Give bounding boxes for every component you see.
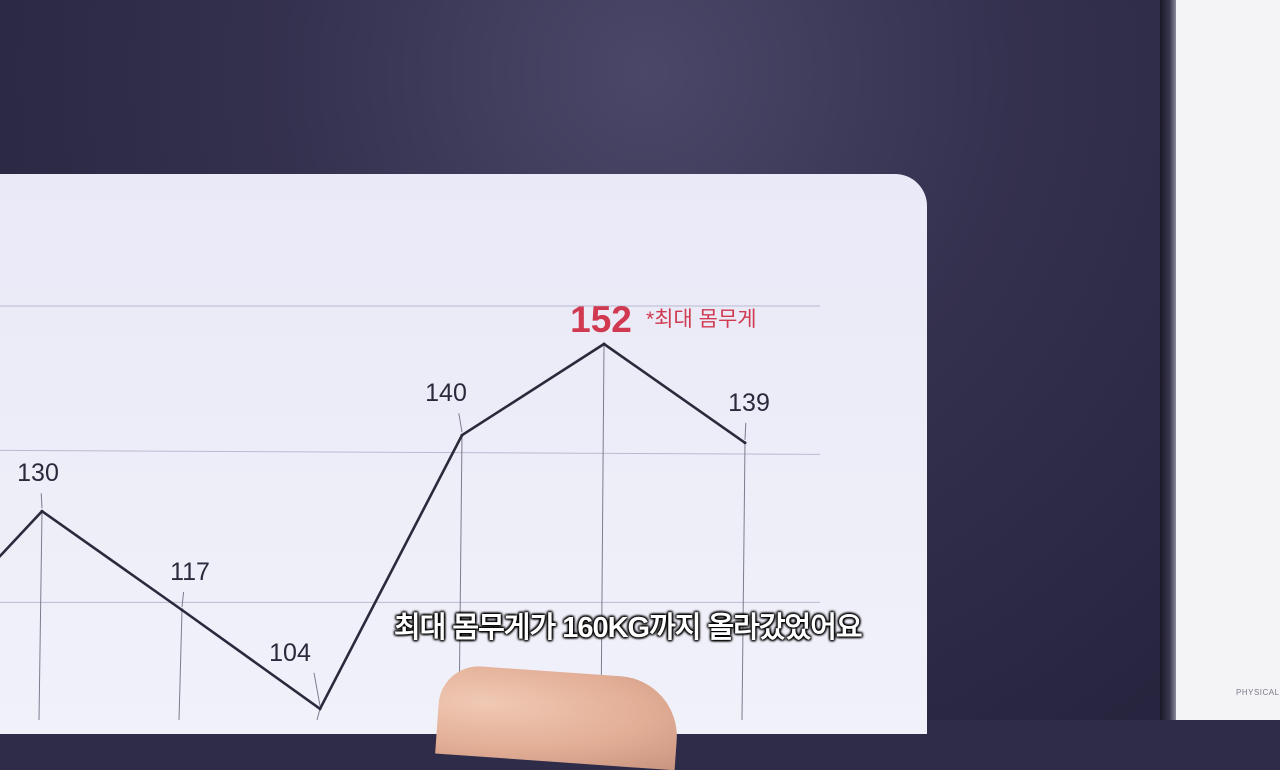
label-connector: [313, 672, 321, 706]
label-connector: [458, 413, 463, 433]
drop-line: [741, 442, 746, 720]
data-label: 117: [170, 558, 210, 586]
data-point: [180, 608, 184, 612]
data-point: [602, 342, 606, 346]
drop-line: [316, 708, 321, 720]
label-connector: [40, 493, 43, 509]
gridline: [0, 449, 821, 455]
series-line: [0, 342, 746, 711]
weight-line-chart: 130 117 104 140 152 139 *최대 몸무게: [0, 299, 821, 720]
label-connector: [181, 591, 185, 608]
wall-background: [1176, 0, 1280, 720]
data-label: 130: [17, 459, 59, 487]
data-label: 140: [425, 379, 467, 407]
data-point: [460, 433, 464, 437]
drop-line: [600, 343, 605, 720]
channel-watermark: PHYSICAL: [1236, 688, 1280, 697]
drop-line: [38, 511, 43, 720]
highlight-note: *최대 몸무게: [646, 308, 757, 331]
data-label: 139: [728, 389, 770, 417]
data-label: 104: [269, 639, 311, 667]
data-point: [743, 441, 747, 445]
label-connector: [744, 422, 747, 440]
data-point: [318, 707, 322, 711]
screen-bezel: [1160, 0, 1176, 720]
data-point: [40, 509, 44, 513]
drop-line: [178, 609, 183, 720]
highlight-value-label: 152: [570, 299, 632, 340]
video-subtitle: 최대 몸무게가 160KG까지 올라갔었어요: [394, 612, 863, 644]
